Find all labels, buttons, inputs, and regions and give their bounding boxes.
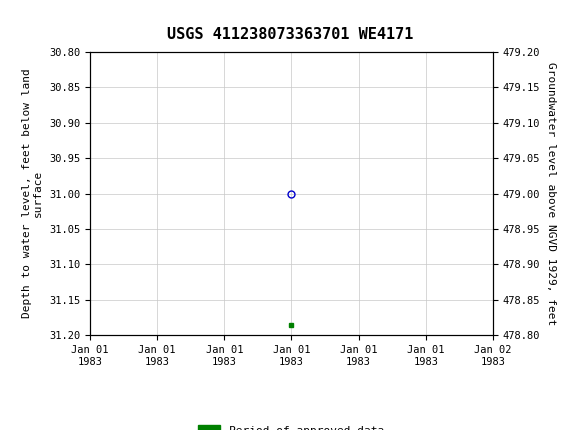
Legend: Period of approved data: Period of approved data: [194, 421, 389, 430]
Text: USGS 411238073363701 WE4171: USGS 411238073363701 WE4171: [167, 27, 413, 42]
Text: ≡USGS: ≡USGS: [3, 8, 85, 28]
Y-axis label: Depth to water level, feet below land
surface: Depth to water level, feet below land su…: [22, 69, 44, 318]
Y-axis label: Groundwater level above NGVD 1929, feet: Groundwater level above NGVD 1929, feet: [546, 62, 556, 325]
